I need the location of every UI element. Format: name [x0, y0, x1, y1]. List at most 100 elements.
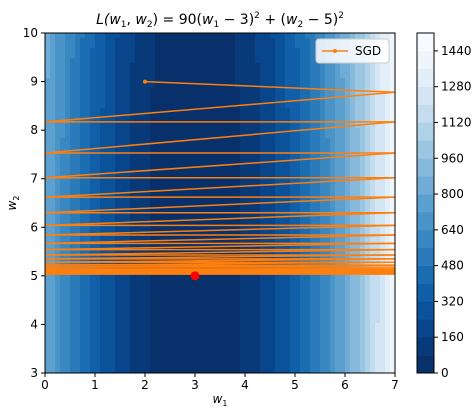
contour-cell [240, 48, 246, 54]
contour-cell [245, 173, 251, 179]
contour-cell [285, 58, 291, 64]
contour-cell [340, 213, 346, 219]
contour-cell [280, 53, 286, 59]
contour-cell [145, 293, 151, 299]
contour-cell [190, 283, 196, 289]
contour-cell [360, 63, 366, 69]
contour-cell [290, 108, 296, 114]
contour-cell [45, 203, 51, 209]
contour-cell [225, 123, 231, 129]
contour-cell [255, 208, 261, 214]
contour-cell [260, 103, 266, 109]
contour-cell [285, 143, 291, 149]
contour-cell [330, 363, 336, 369]
x-tick-label: 7 [391, 378, 399, 392]
contour-cell [380, 323, 386, 329]
contour-cell [90, 328, 96, 334]
contour-cell [55, 273, 61, 279]
contour-cell [235, 253, 241, 259]
contour-cell [365, 113, 371, 119]
contour-cell [115, 123, 121, 129]
contour-cell [240, 93, 246, 99]
contour-cell [270, 118, 276, 124]
contour-cell [100, 203, 106, 209]
contour-cell [315, 338, 321, 344]
contour-cell [325, 123, 331, 129]
contour-cell [45, 333, 51, 339]
contour-cell [320, 358, 326, 364]
contour-cell [115, 58, 121, 64]
contour-cell [345, 198, 351, 204]
contour-cell [90, 343, 96, 349]
contour-cell [120, 168, 126, 174]
contour-cell [165, 323, 171, 329]
contour-cell [310, 148, 316, 154]
contour-cell [365, 103, 371, 109]
contour-cell [225, 48, 231, 54]
contour-cell [80, 368, 86, 373]
contour-cell [355, 318, 361, 324]
contour-cell [75, 358, 81, 364]
contour-cell [290, 318, 296, 324]
contour-cell [155, 68, 161, 74]
contour-cell [190, 293, 196, 299]
contour-cell [130, 213, 136, 219]
contour-cell [90, 163, 96, 169]
contour-cell [155, 148, 161, 154]
contour-cell [135, 343, 141, 349]
contour-cell [360, 353, 366, 359]
contour-cell [160, 178, 166, 184]
contour-cell [290, 208, 296, 214]
contour-cell [165, 133, 171, 139]
contour-cell [275, 138, 281, 144]
contour-cell [100, 148, 106, 154]
contour-cell [225, 253, 231, 259]
contour-cell [240, 338, 246, 344]
contour-cell [100, 93, 106, 99]
contour-cell [315, 358, 321, 364]
contour-cell [60, 108, 66, 114]
contour-cell [200, 78, 206, 84]
contour-cell [385, 208, 391, 214]
contour-cell [180, 133, 186, 139]
contour-cell [250, 318, 256, 324]
contour-cell [375, 213, 381, 219]
contour-cell [95, 33, 101, 39]
contour-cell [125, 173, 131, 179]
contour-cell [60, 183, 66, 189]
contour-cell [330, 83, 336, 89]
contour-cell [90, 238, 96, 244]
contour-cell [80, 308, 86, 314]
contour-cell [370, 103, 376, 109]
contour-cell [245, 228, 251, 234]
contour-cell [105, 228, 111, 234]
contour-cell [315, 33, 321, 39]
contour-cell [160, 98, 166, 104]
contour-cell [185, 183, 191, 189]
contour-cell [295, 113, 301, 119]
contour-cell [120, 293, 126, 299]
contour-cell [130, 188, 136, 194]
contour-cell [310, 308, 316, 314]
contour-cell [305, 133, 311, 139]
contour-cell [60, 178, 66, 184]
contour-cell [200, 148, 206, 154]
contour-cell [365, 108, 371, 114]
contour-cell [45, 73, 51, 79]
contour-cell [335, 298, 341, 304]
contour-cell [310, 228, 316, 234]
contour-cell [255, 363, 261, 369]
contour-cell [130, 303, 136, 309]
contour-cell [115, 328, 121, 334]
contour-cell [270, 313, 276, 319]
contour-cell [225, 238, 231, 244]
contour-cell [240, 333, 246, 339]
contour-cell [125, 138, 131, 144]
contour-cell [200, 178, 206, 184]
contour-cell [160, 303, 166, 309]
contour-cell [85, 353, 91, 359]
contour-cell [275, 108, 281, 114]
contour-cell [305, 313, 311, 319]
contour-cell [150, 293, 156, 299]
contour-cell [65, 323, 71, 329]
